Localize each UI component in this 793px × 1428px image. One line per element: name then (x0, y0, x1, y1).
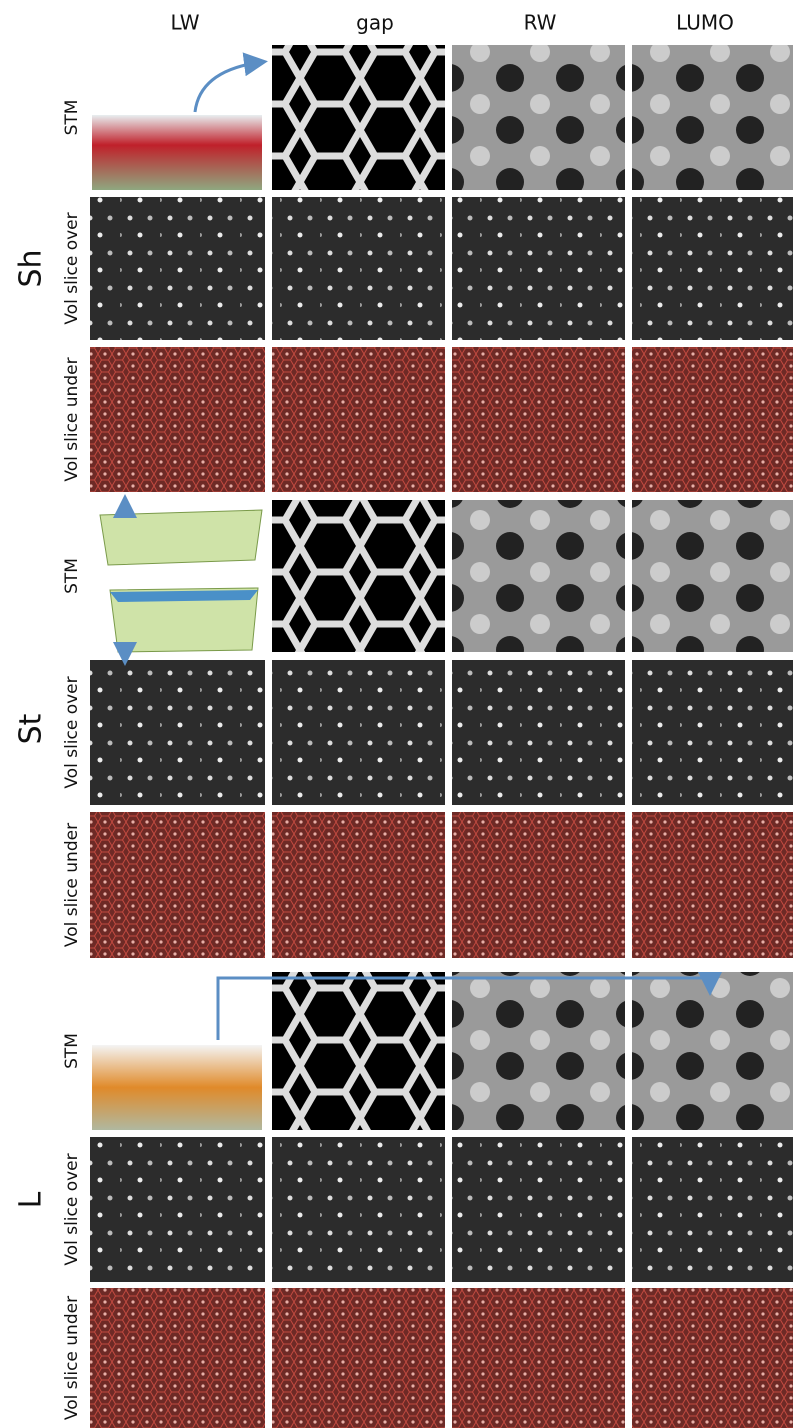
image-panel (90, 660, 265, 805)
image-panel (452, 347, 625, 492)
st-plane (110, 590, 258, 602)
image-panel (272, 197, 445, 340)
column-header: LW (170, 11, 199, 35)
group-label: L (14, 1191, 49, 1208)
image-panel (452, 1137, 625, 1282)
image-panel (632, 347, 793, 492)
row-label: Vol slice over (62, 1153, 82, 1265)
row-label: STM (62, 100, 82, 136)
image-panel (272, 347, 445, 492)
image-panel (272, 812, 445, 958)
sh-model (92, 115, 262, 190)
image-panel (632, 500, 793, 652)
image-panel (632, 660, 793, 805)
image-panel (452, 197, 625, 340)
image-panel (632, 45, 793, 190)
image-panel (90, 812, 265, 958)
column-header: LUMO (676, 11, 734, 35)
image-panel (272, 500, 445, 652)
image-panel (452, 45, 625, 190)
row-label: STM (62, 1033, 82, 1069)
group-label: Sh (14, 249, 49, 287)
image-panel (90, 1137, 265, 1282)
column-header: gap (356, 11, 394, 35)
image-panel (632, 812, 793, 958)
figure: LW gap RW LUMO Sh STM Vol slice over Vol slice … (0, 0, 793, 1428)
image-panel (452, 812, 625, 958)
row-label: Vol slice over (62, 212, 82, 324)
image-panel (452, 660, 625, 805)
image-panel (272, 972, 445, 1130)
group-label: St (14, 713, 49, 744)
image-panel (90, 347, 265, 492)
image-panel (452, 500, 625, 652)
row-label: Vol slice under (62, 357, 82, 481)
image-panel (272, 1137, 445, 1282)
column-header: RW (524, 11, 557, 35)
image-panel (272, 660, 445, 805)
row-label: Vol slice under (62, 1296, 82, 1420)
panel-grid (90, 45, 793, 1428)
st-model-top (100, 510, 262, 565)
image-panel (632, 197, 793, 340)
image-panel (632, 972, 793, 1130)
image-panel (272, 1288, 445, 1428)
image-panel (632, 1137, 793, 1282)
image-panel (452, 972, 625, 1130)
arrow (195, 62, 262, 112)
l-model (92, 1045, 262, 1130)
image-panel (272, 45, 445, 190)
image-panel (90, 197, 265, 340)
image-panel (632, 1288, 793, 1428)
row-label: STM (62, 558, 82, 594)
row-label: Vol slice under (62, 823, 82, 947)
row-label: Vol slice over (62, 676, 82, 788)
image-panel (90, 1288, 265, 1428)
image-panel (452, 1288, 625, 1428)
